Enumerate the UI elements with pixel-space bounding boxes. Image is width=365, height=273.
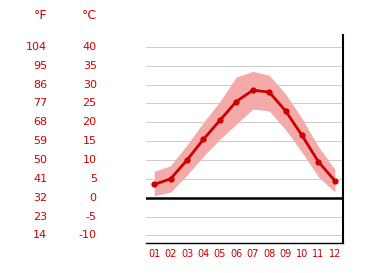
Text: 59: 59: [33, 136, 47, 146]
Text: 25: 25: [82, 98, 97, 108]
Text: 41: 41: [33, 174, 47, 184]
Text: 0: 0: [90, 193, 97, 203]
Text: 104: 104: [26, 42, 47, 52]
Text: 15: 15: [83, 136, 97, 146]
Text: 77: 77: [33, 98, 47, 108]
Text: °C: °C: [82, 9, 97, 22]
Text: 32: 32: [33, 193, 47, 203]
Text: °F: °F: [34, 9, 47, 22]
Text: 30: 30: [83, 79, 97, 90]
Text: 68: 68: [33, 117, 47, 127]
Text: -5: -5: [86, 212, 97, 222]
Text: 50: 50: [34, 155, 47, 165]
Text: 86: 86: [33, 79, 47, 90]
Text: -10: -10: [79, 230, 97, 241]
Text: 14: 14: [33, 230, 47, 241]
Text: 40: 40: [82, 42, 97, 52]
Text: 5: 5: [90, 174, 97, 184]
Text: 35: 35: [83, 61, 97, 71]
Text: 20: 20: [82, 117, 97, 127]
Text: 10: 10: [83, 155, 97, 165]
Text: 23: 23: [33, 212, 47, 222]
Text: 95: 95: [33, 61, 47, 71]
